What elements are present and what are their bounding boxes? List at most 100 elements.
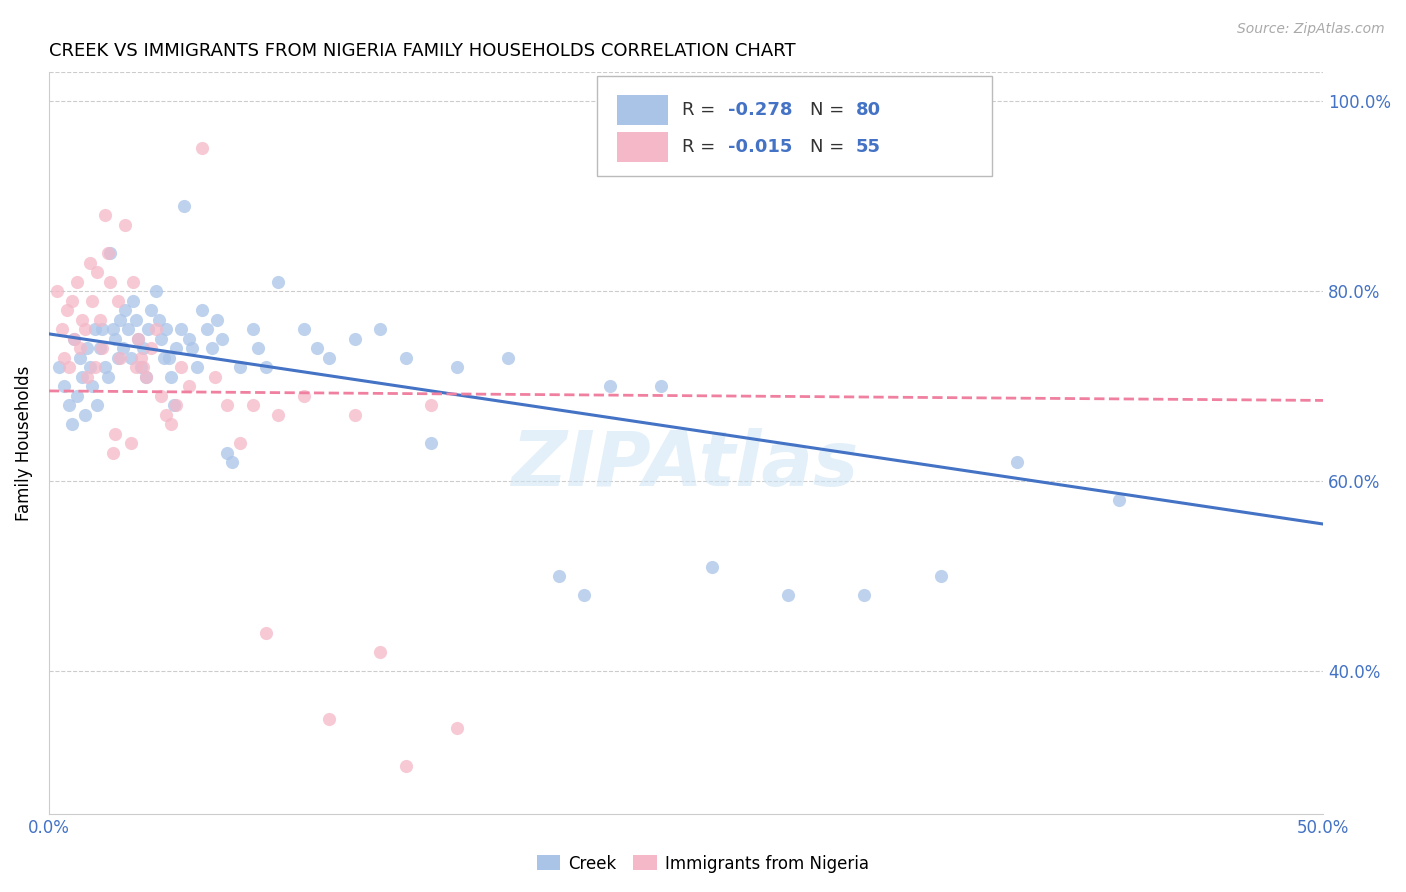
Point [368,645,391,659]
Text: -0.278: -0.278 [728,102,793,120]
Point [267,275,290,289]
Legend: Creek, Immigrants from Nigeria: Creek, Immigrants from Nigeria [530,848,876,880]
Point [97,369,120,384]
Point [170,322,193,336]
Point [79,360,101,375]
Text: -0.015: -0.015 [728,138,793,156]
Point [82,379,104,393]
Point [145,322,167,336]
Point [110,351,132,365]
Point [229,436,252,450]
Point [138,322,160,336]
Point [135,369,157,384]
Point [70,369,93,384]
Point [343,332,366,346]
Point [599,379,621,393]
Point [66,275,89,289]
Point [191,303,214,318]
FancyBboxPatch shape [617,133,668,162]
Point [150,332,173,346]
Point [60,417,83,432]
Point [86,398,108,412]
Point [420,436,443,450]
Point [395,351,418,365]
Point [179,379,201,393]
Point [107,293,129,308]
Point [650,379,672,393]
Point [157,351,180,365]
Point [63,332,86,346]
Point [91,341,114,355]
Point [91,322,114,336]
Point [86,265,108,279]
FancyBboxPatch shape [617,95,668,125]
Point [242,398,264,412]
Point [127,332,149,346]
Point [101,446,124,460]
Point [155,408,177,422]
Point [97,246,120,260]
Point [180,341,202,355]
Point [165,398,187,412]
Point [205,312,228,326]
Point [101,322,124,336]
Point [547,569,569,583]
Point [204,369,226,384]
Point [318,351,340,365]
Point [58,360,80,375]
Point [117,322,139,336]
Y-axis label: Family Households: Family Households [15,366,32,521]
Point [114,303,136,318]
Text: R =: R = [682,102,721,120]
Point [221,455,243,469]
Point [186,360,208,375]
Point [114,218,136,232]
Point [776,588,799,602]
Point [129,351,152,365]
Point [853,588,876,602]
Point [124,312,146,326]
Point [211,332,233,346]
Point [63,332,86,346]
Point [179,332,201,346]
Point [58,398,80,412]
Point [292,322,315,336]
Point [160,417,183,432]
Text: R =: R = [682,138,721,156]
Point [170,360,193,375]
Point [267,408,290,422]
Point [127,332,149,346]
Point [94,360,117,375]
Text: 55: 55 [855,138,880,156]
Point [929,569,952,583]
Point [229,360,252,375]
Point [124,360,146,375]
Point [173,198,195,212]
Text: N =: N = [810,138,849,156]
Point [420,398,443,412]
Point [73,408,96,422]
Text: 80: 80 [855,102,880,120]
Point [446,722,468,736]
Point [45,284,67,298]
Point [60,293,83,308]
Point [73,322,96,336]
Point [150,389,173,403]
Point [94,208,117,222]
Point [98,275,121,289]
FancyBboxPatch shape [598,76,991,177]
Point [152,351,174,365]
Point [69,341,91,355]
Point [246,341,269,355]
Point [572,588,595,602]
Point [76,369,98,384]
Point [110,312,132,326]
Point [120,436,142,450]
Point [70,312,93,326]
Point [89,341,111,355]
Point [496,351,519,365]
Point [122,293,145,308]
Point [217,446,239,460]
Text: ZIPAtlas: ZIPAtlas [512,428,859,502]
Point [132,360,155,375]
